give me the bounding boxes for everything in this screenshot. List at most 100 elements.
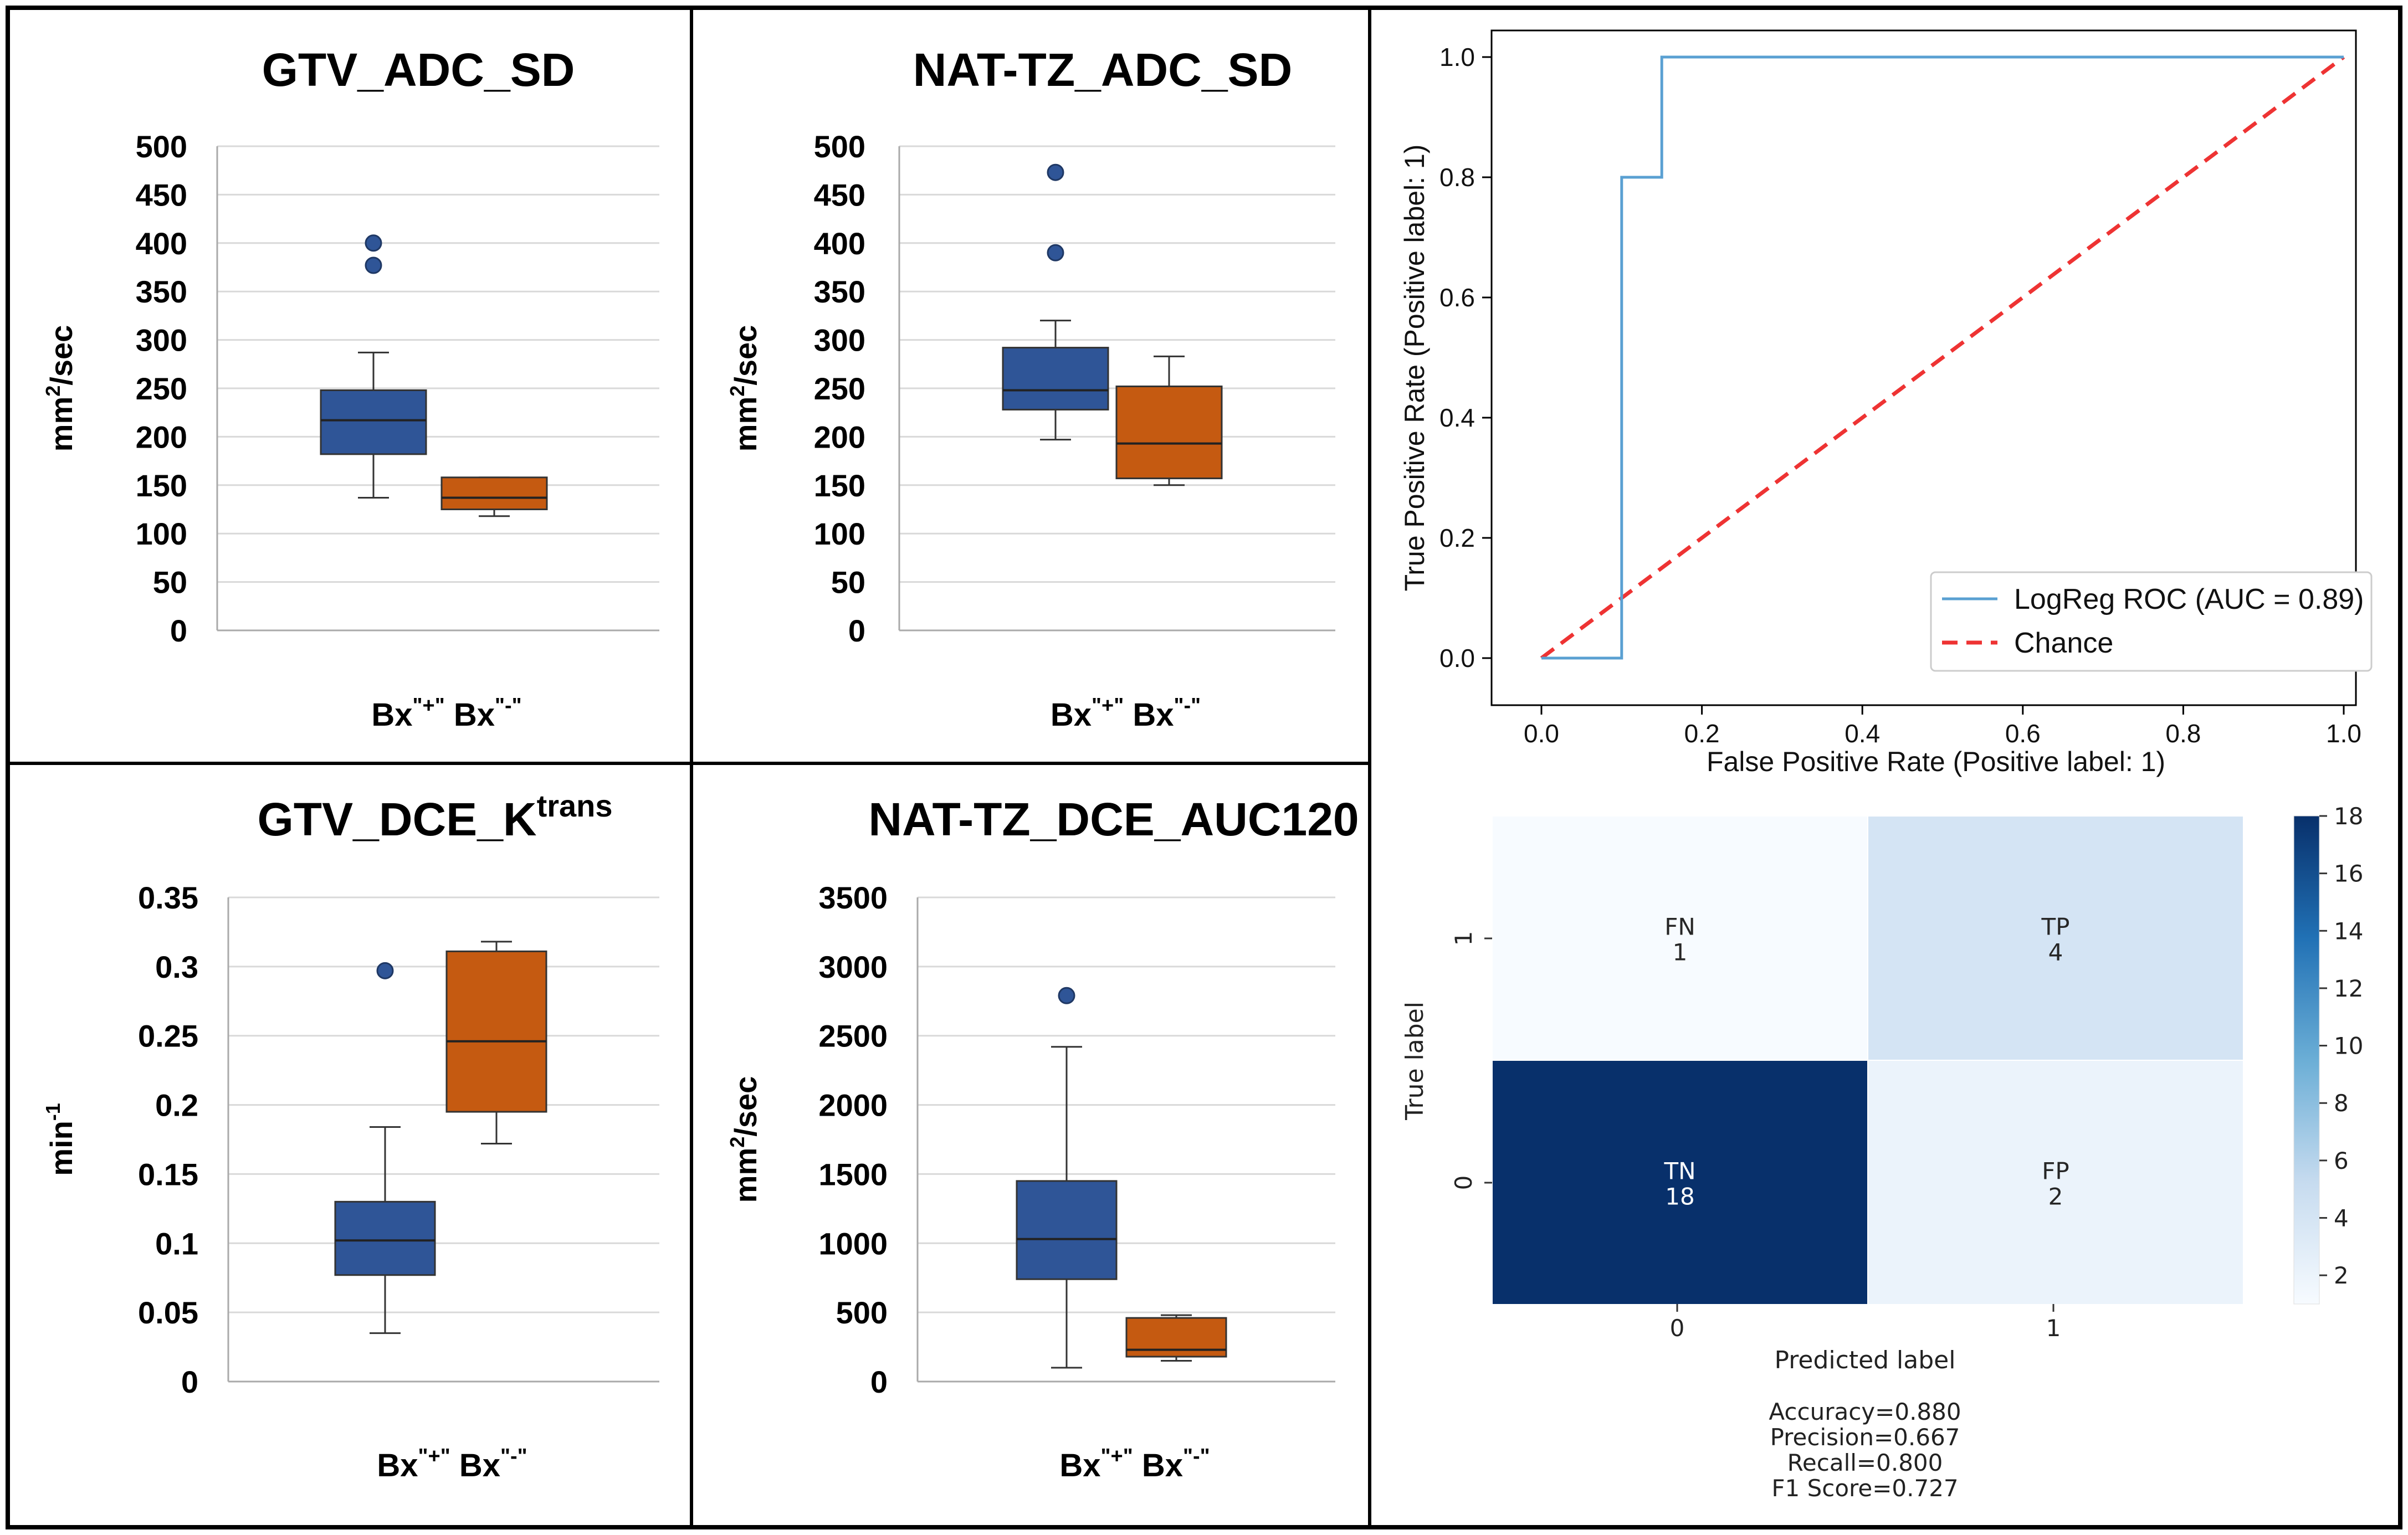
boxplot-nat-tz-dce-auc120: 3500 3000 2500 2000 1500 1000 500 0 NAT-TZ_DCE_A… — [726, 793, 1359, 1483]
nat-tz-adc-sd-y-tick-label: 50 — [831, 565, 865, 600]
metric-precision: Precision=0.667 — [1770, 1424, 1960, 1451]
gtv-adc-sd-title: GTV_ADC_SD — [262, 44, 575, 96]
roc-x-tick-label: 1.0 — [2326, 719, 2361, 748]
nat-tz-adc-sd-y-tick-label: 100 — [814, 516, 865, 551]
confusion-cell-fn-label: FN — [1664, 913, 1695, 941]
nat-tz-adc-sd-title: NAT-TZ_ADC_SD — [913, 44, 1292, 96]
metric-recall: Recall=0.800 — [1787, 1449, 1943, 1476]
confusion-x-ticks: 0 1 — [1670, 1304, 2061, 1342]
gtv-adc-sd-y-tick-label: 500 — [136, 129, 187, 164]
nat-tz-dce-auc120-positive-box — [1016, 1180, 1118, 1280]
confusion-cell-fp-value: 2 — [2048, 1183, 2063, 1210]
colorbar-tick-label: 4 — [2334, 1205, 2349, 1232]
gtv-dce-ktrans-y-tick-label: 0.35 — [138, 880, 198, 915]
roc-legend-curve-label: LogReg ROC (AUC = 0.89) — [2014, 583, 2364, 615]
gtv-dce-ktrans-y-tick-label: 0.1 — [155, 1226, 198, 1261]
metric-accuracy: Accuracy=0.880 — [1769, 1398, 1961, 1425]
roc-x-tick-label: 0.0 — [1524, 719, 1559, 748]
colorbar-tick-label: 14 — [2334, 917, 2363, 944]
roc-y-tick-label: 0.0 — [1439, 644, 1475, 672]
confusion-metrics: Accuracy=0.880 Precision=0.667 Recall=0.… — [1769, 1398, 1961, 1502]
colorbar-tick-label: 12 — [2334, 975, 2363, 1002]
nat-tz-adc-sd-y-tick-label: 350 — [814, 274, 865, 309]
colorbar-tick-label: 8 — [2334, 1090, 2349, 1117]
nat-tz-dce-auc120-y-tick-label: 2500 — [818, 1019, 888, 1054]
gtv-dce-ktrans-y-tick-label: 0.15 — [138, 1157, 198, 1192]
nat-tz-dce-auc120-y-tick-label: 3000 — [818, 949, 888, 984]
nat-tz-adc-sd-y-tick-label: 0 — [848, 613, 865, 648]
gtv-adc-sd-y-tick-label: 250 — [136, 371, 187, 406]
roc-y-tick-label: 1.0 — [1439, 43, 1475, 71]
roc-curve-line — [1541, 55, 2344, 660]
gtv-adc-sd-positive-outlier — [365, 256, 382, 274]
confusion-x-tick-0: 0 — [1670, 1315, 1685, 1342]
gtv-dce-ktrans-category-labels: Bx"+" Bx"-" — [377, 1445, 527, 1483]
nat-tz-dce-auc120-y-tick-label: 1500 — [818, 1157, 888, 1192]
nat-tz-adc-sd-positive-outlier — [1047, 163, 1064, 181]
gtv-adc-sd-y-tick-label: 300 — [136, 323, 187, 358]
roc-legend-chance-label: Chance — [2014, 627, 2113, 659]
nat-tz-dce-auc120-category-labels: Bx"+" Bx"-" — [1059, 1445, 1210, 1483]
confusion-cell-fp-label: FP — [2042, 1158, 2069, 1185]
roc-legend: LogReg ROC (AUC = 0.89) Chance — [1930, 571, 2373, 672]
colorbar-gradient — [2293, 815, 2320, 1305]
roc-x-tick-label: 0.6 — [2005, 719, 2041, 748]
nat-tz-dce-auc120-y-tick-label: 2000 — [818, 1088, 888, 1123]
gtv-dce-ktrans-negative-box — [445, 950, 547, 1113]
roc-legend-box — [1930, 571, 2373, 672]
confusion-x-label: Predicted label — [1775, 1346, 1956, 1374]
colorbar-ticks: 18 16 14 12 10 8 6 4 2 — [2319, 803, 2363, 1289]
gtv-adc-sd-y-tick-label: 150 — [136, 468, 187, 503]
confusion-cell-fn — [1492, 815, 1868, 1061]
roc-y-label: True Positive Rate (Positive label: 1) — [1399, 145, 1430, 592]
nat-tz-adc-sd-positive-outlier — [1047, 244, 1064, 261]
confusion-cell-fp — [1867, 1060, 2244, 1305]
boxplot-gtv-adc-sd: 500450400350300250200150100500GTV_ADC_SD… — [42, 44, 659, 733]
roc-x-ticks: 0.0 0.2 0.4 0.6 0.8 1.0 — [1524, 705, 2361, 748]
confusion-y-tick-0: 0 — [1450, 1175, 1477, 1190]
colorbar-tick-label: 10 — [2334, 1033, 2363, 1060]
confusion-cell-tn — [1492, 1060, 1868, 1305]
confusion-cell-tn-label: TN — [1663, 1158, 1695, 1185]
gtv-dce-ktrans-positive-box — [334, 1200, 436, 1276]
confusion-cell-tp — [1867, 815, 2244, 1061]
gtv-adc-sd-y-tick-label: 100 — [136, 516, 187, 551]
roc-x-tick-label: 0.8 — [2165, 719, 2201, 748]
nat-tz-adc-sd-y-tick-label: 450 — [814, 177, 865, 212]
colorbar-tick-label: 2 — [2334, 1262, 2349, 1289]
nat-tz-adc-sd-y-label: mm2/sec — [726, 325, 763, 452]
confusion-cell-tn-value: 18 — [1665, 1183, 1694, 1210]
colorbar-tick-label: 16 — [2334, 860, 2363, 887]
gtv-adc-sd-positive-box — [320, 389, 427, 455]
gtv-dce-ktrans-y-tick-label: 0.05 — [138, 1295, 198, 1330]
roc-chance-line — [1540, 55, 2345, 660]
gtv-adc-sd-y-label: mm2/sec — [42, 325, 79, 452]
nat-tz-adc-sd-y-tick-label: 300 — [814, 323, 865, 358]
nat-tz-adc-sd-y-tick-label: 150 — [814, 468, 865, 503]
metric-f1-score: F1 Score=0.727 — [1771, 1475, 1958, 1502]
confusion-x-tick-1: 1 — [2046, 1315, 2061, 1342]
roc-y-tick-label: 0.6 — [1439, 283, 1475, 312]
roc-x-tick-label: 0.4 — [1845, 719, 1880, 748]
roc-y-tick-label: 0.8 — [1439, 163, 1475, 192]
gtv-adc-sd-y-tick-label: 0 — [170, 613, 187, 648]
nat-tz-adc-sd-y-tick-label: 250 — [814, 371, 865, 406]
confusion-colorbar: 18 16 14 12 10 8 6 4 2 — [2293, 803, 2363, 1305]
gtv-adc-sd-y-tick-label: 50 — [153, 565, 187, 600]
gtv-dce-ktrans-title: GTV_DCE_Ktrans — [257, 788, 612, 845]
roc-y-ticks: 0.0 0.2 0.4 0.6 0.8 1.0 — [1439, 43, 1492, 672]
gtv-dce-ktrans-positive-outlier — [376, 962, 394, 979]
roc-axes-frame — [1490, 29, 2357, 706]
nat-tz-dce-auc120-title: NAT-TZ_DCE_AUC120 — [868, 793, 1359, 845]
nat-tz-dce-auc120-y-tick-label: 1000 — [818, 1226, 888, 1261]
nat-tz-adc-sd-y-tick-label: 400 — [814, 226, 865, 261]
outer-frame — [6, 6, 2402, 1529]
colorbar-tick-label: 6 — [2334, 1147, 2349, 1174]
gtv-dce-ktrans-y-tick-label: 0.3 — [155, 949, 198, 984]
nat-tz-adc-sd-negative-box — [1115, 386, 1223, 480]
gtv-adc-sd-y-tick-label: 350 — [136, 274, 187, 309]
gtv-adc-sd-y-tick-label: 450 — [136, 177, 187, 212]
roc-x-tick-label: 0.2 — [1684, 719, 1720, 748]
